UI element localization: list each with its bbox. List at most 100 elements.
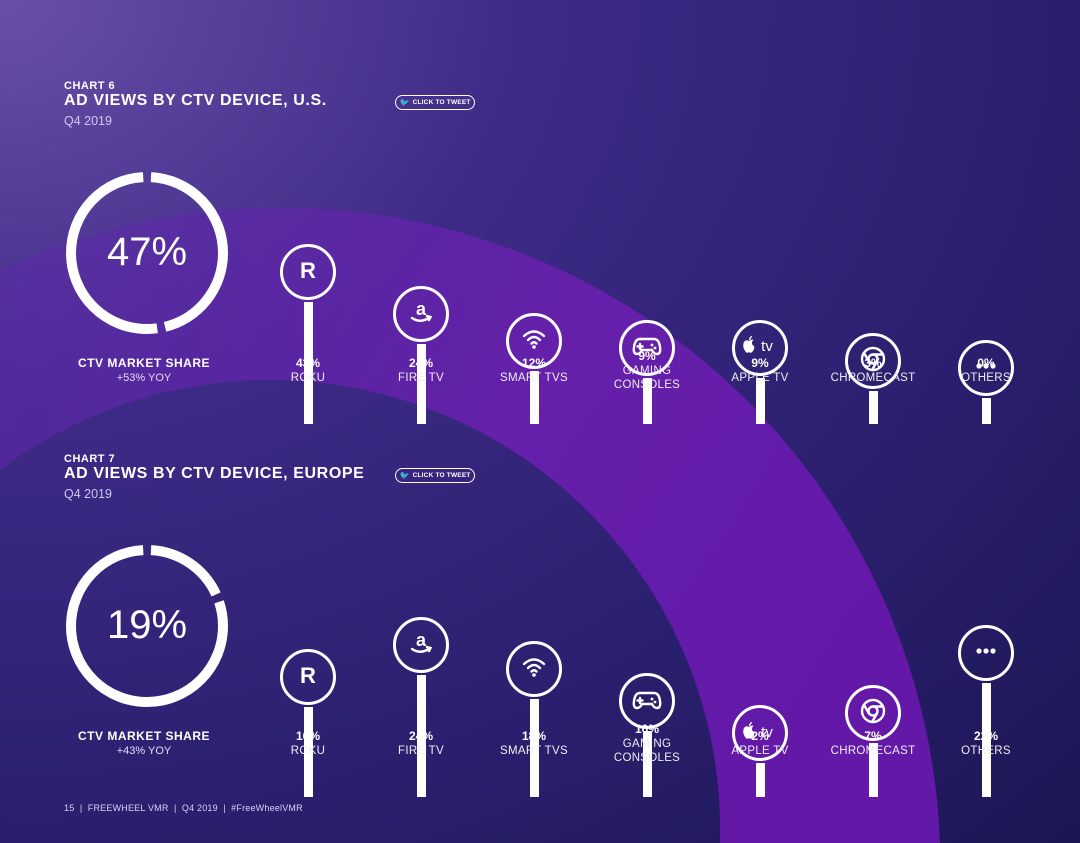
svg-text:tv: tv xyxy=(761,338,773,355)
click-to-tweet-button[interactable]: 🐦 CLICK TO TWEET xyxy=(395,95,475,110)
bar-icon-circle: a xyxy=(393,617,449,673)
bar-stick xyxy=(416,344,426,424)
chart-7-section: CHART 7 AD VIEWS BY CTV DEVICE, EUROPE Q4 … xyxy=(0,453,1080,813)
amazon-icon: a xyxy=(405,296,437,333)
bar-category-label-line: CONSOLES xyxy=(613,379,681,391)
bar-category-label: GAMING CONSOLES xyxy=(592,364,702,392)
bar-category-label: FIRE TV xyxy=(398,745,444,757)
bar-value-label: 18% xyxy=(521,729,547,743)
market-share-donut xyxy=(64,170,230,336)
bar-category-label: APPLE TV xyxy=(731,745,789,757)
bar-value-label: 9% xyxy=(751,356,769,370)
footer-hashtag: #FreeWheelVMR xyxy=(231,803,303,813)
bar-category-label: APPLE TV xyxy=(731,372,789,384)
chart-title: AD VIEWS BY CTV DEVICE, U.S. xyxy=(64,92,327,109)
bar-value-label: 24% xyxy=(408,356,434,370)
bar-value-label: 10% xyxy=(634,722,660,736)
bar-icon-circle xyxy=(845,333,901,390)
bar-category-label-line: GAMING xyxy=(622,738,672,750)
bar-icon-circle: R xyxy=(280,649,336,705)
bar-stick xyxy=(868,743,878,797)
bar-stick xyxy=(642,377,652,424)
click-to-tweet-button[interactable]: 🐦 CLICK TO TWEET xyxy=(395,468,475,483)
page-footer: 15 | FREEWHEEL VMR | Q4 2019 | #FreeWhee… xyxy=(64,803,303,813)
bar-apple-tv: tv xyxy=(732,705,788,797)
chart-kicker: CHART 6 xyxy=(64,80,116,92)
bar-category-label-line: CONSOLES xyxy=(613,752,681,764)
svg-text:tv: tv xyxy=(761,724,773,741)
apple-tv-icon: tv xyxy=(740,331,780,364)
bar-category-label: CHROMECAST xyxy=(830,372,916,384)
bar-value-label: 24% xyxy=(408,729,434,743)
gamepad-icon xyxy=(631,683,663,720)
amazon-icon: a xyxy=(405,627,437,664)
bar-icon-circle xyxy=(506,313,562,370)
bar-chromecast xyxy=(845,333,901,424)
bar-others xyxy=(958,340,1014,424)
bar-category-label: OTHERS xyxy=(961,745,1011,757)
bar-value-label: 43% xyxy=(295,356,321,370)
bar-icon-circle xyxy=(958,625,1014,681)
bar-icon-circle xyxy=(958,340,1014,396)
bar-chromecast xyxy=(845,685,901,797)
chart-kicker: CHART 7 xyxy=(64,453,116,465)
twitter-icon: 🐦 xyxy=(399,98,410,107)
bar-value-label: 9% xyxy=(638,349,656,363)
chart-period: Q4 2019 xyxy=(64,114,112,128)
svg-text:R: R xyxy=(300,663,316,688)
twitter-icon: 🐦 xyxy=(399,471,410,480)
bar-category-label: OTHERS xyxy=(961,372,1011,384)
bar-smart-tvs xyxy=(506,313,562,424)
wifi-icon xyxy=(519,324,549,359)
bar-value-label: 7% xyxy=(864,729,882,743)
bar-others xyxy=(958,625,1014,797)
bar-icon-circle xyxy=(619,319,675,376)
bar-category-label: FIRE TV xyxy=(398,372,444,384)
bar-icon-circle xyxy=(506,641,562,697)
bar-category-label: ROKU xyxy=(290,372,326,384)
market-share-label: CTV MARKET SHARE xyxy=(77,729,210,743)
bar-stick xyxy=(981,398,991,424)
svg-text:R: R xyxy=(300,258,316,283)
bar-stick xyxy=(529,699,539,797)
chart-6-section: CHART 6 AD VIEWS BY CTV DEVICE, U.S. Q4 20… xyxy=(0,80,1080,440)
bar-apple-tv: tv xyxy=(732,319,788,424)
tweet-label: CLICK TO TWEET xyxy=(412,99,471,106)
bar-stick xyxy=(303,707,313,797)
bar-gaming-consoles xyxy=(619,319,675,424)
donut-rest-arc xyxy=(66,545,228,707)
bar-icon-circle: a xyxy=(393,286,449,343)
market-share-value: 47% xyxy=(106,230,188,274)
footer-period: Q4 2019 xyxy=(181,803,218,813)
svg-text:a: a xyxy=(416,299,427,319)
bar-category-label: SMART TVS xyxy=(500,372,568,384)
more-icon xyxy=(971,351,1001,386)
more-icon xyxy=(971,636,1001,671)
donut-share-arc xyxy=(66,172,228,334)
bar-stick xyxy=(529,371,539,424)
bar-gaming-consoles xyxy=(619,673,675,797)
bar-category-label: CHROMECAST xyxy=(830,745,916,757)
roku-icon: R xyxy=(293,255,323,290)
market-share-yoy: +43% YOY xyxy=(116,745,172,757)
bar-stick xyxy=(981,683,991,797)
bar-value-label: 0% xyxy=(977,356,995,370)
footer-brand: FREEWHEEL VMR xyxy=(87,803,169,813)
bar-icon-circle: tv xyxy=(732,319,788,376)
bar-value-label: 16% xyxy=(295,729,321,743)
bar-stick xyxy=(868,391,878,424)
bar-value-label: 22% xyxy=(973,729,999,743)
chart-period: Q4 2019 xyxy=(64,487,112,501)
apple-tv-icon: tv xyxy=(740,717,780,750)
bar-category-label: GAMING CONSOLES xyxy=(592,737,702,765)
roku-icon: R xyxy=(293,660,323,695)
bar-roku: R xyxy=(280,649,336,797)
market-share-label: CTV MARKET SHARE xyxy=(77,356,210,370)
bar-value-label: 3% xyxy=(864,356,882,370)
svg-text:a: a xyxy=(416,630,427,650)
bar-stick xyxy=(642,731,652,797)
bar-stick xyxy=(755,377,765,424)
bar-stick xyxy=(303,302,313,424)
bar-smart-tvs xyxy=(506,641,562,797)
